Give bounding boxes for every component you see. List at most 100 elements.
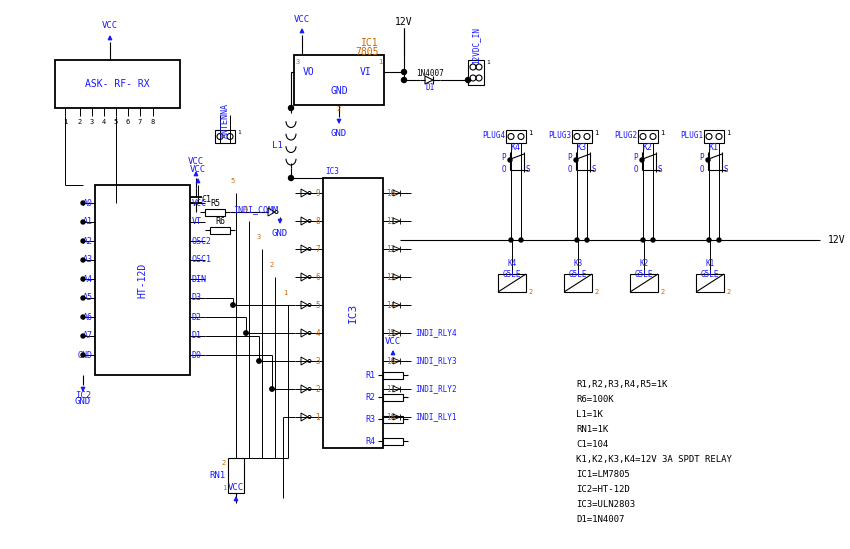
Text: 2: 2 [660, 289, 664, 295]
Text: 5: 5 [114, 119, 118, 125]
Text: 17: 17 [386, 384, 395, 394]
Text: RN1: RN1 [210, 470, 226, 479]
Text: 8: 8 [315, 216, 320, 226]
Text: 2: 2 [594, 289, 598, 295]
Bar [55, 60, 180, 108]
Text: 1: 1 [594, 130, 598, 136]
Text: D2: D2 [192, 312, 202, 322]
Text: VO: VO [303, 67, 314, 77]
Circle shape [574, 158, 578, 162]
Text: 1: 1 [283, 290, 287, 296]
Circle shape [519, 238, 523, 242]
Bar [95, 185, 190, 375]
Text: ANTENNA: ANTENNA [220, 103, 230, 137]
Text: 1: 1 [660, 130, 664, 136]
Bar [564, 274, 592, 292]
Text: 1: 1 [315, 412, 320, 422]
Text: 1: 1 [486, 60, 490, 65]
Text: 12VDC_IN: 12VDC_IN [472, 26, 480, 64]
Bar [210, 227, 230, 233]
Text: 1: 1 [63, 119, 67, 125]
Text: D1=1N4007: D1=1N4007 [576, 515, 625, 524]
Text: VCC: VCC [190, 165, 206, 173]
Circle shape [81, 277, 85, 281]
Text: A6: A6 [83, 312, 93, 322]
Text: A2: A2 [83, 237, 93, 245]
Text: R1,R2,R3,R4,R5=1K: R1,R2,R3,R4,R5=1K [576, 380, 667, 389]
Text: 7805: 7805 [355, 47, 379, 57]
Text: K2: K2 [643, 143, 653, 152]
Bar [696, 274, 724, 292]
Text: 1: 1 [222, 485, 226, 491]
Text: K1: K1 [709, 143, 719, 152]
Text: IC3=ULN2803: IC3=ULN2803 [576, 500, 635, 509]
Bar [572, 130, 592, 143]
Text: 16: 16 [386, 356, 395, 366]
Text: IC2: IC2 [75, 390, 91, 400]
Text: 2: 2 [78, 119, 82, 125]
Text: 2: 2 [269, 262, 274, 268]
Text: 4: 4 [102, 119, 106, 125]
Text: GND: GND [331, 130, 347, 138]
Text: 8: 8 [150, 119, 155, 125]
Bar [383, 416, 403, 423]
Text: 6: 6 [315, 272, 320, 282]
Text: R6: R6 [215, 217, 225, 227]
Text: INDI_RLY2: INDI_RLY2 [415, 384, 456, 394]
Text: O: O [700, 165, 704, 175]
Text: 2: 2 [528, 289, 532, 295]
Text: K1
G5LE: K1 G5LE [700, 259, 719, 279]
Circle shape [81, 201, 85, 205]
Circle shape [257, 359, 261, 363]
Text: A0: A0 [83, 199, 93, 208]
Text: GND: GND [75, 397, 91, 406]
Text: 5: 5 [231, 178, 235, 184]
Text: VCC: VCC [102, 21, 118, 31]
Circle shape [401, 77, 406, 82]
Text: 18: 18 [386, 412, 395, 422]
Text: 1: 1 [377, 59, 382, 65]
Text: 3: 3 [257, 234, 261, 240]
Text: PLUG3: PLUG3 [548, 132, 571, 141]
Text: IC1=LM7805: IC1=LM7805 [576, 470, 630, 479]
Text: R3: R3 [365, 414, 375, 423]
Text: 15: 15 [386, 328, 395, 338]
Text: A3: A3 [83, 255, 93, 265]
Text: R1: R1 [365, 371, 375, 379]
Text: IC1: IC1 [361, 38, 379, 48]
Bar [383, 438, 403, 445]
Text: O: O [633, 165, 638, 175]
Text: RN1=1K: RN1=1K [576, 425, 609, 434]
Text: 11: 11 [386, 216, 395, 226]
Text: 1: 1 [237, 131, 241, 136]
Text: S: S [592, 165, 597, 175]
Text: 3: 3 [90, 119, 94, 125]
Text: K4
G5LE: K4 G5LE [502, 259, 521, 279]
Circle shape [81, 315, 85, 319]
Text: K2
G5LE: K2 G5LE [635, 259, 654, 279]
Text: D1: D1 [192, 332, 202, 340]
Circle shape [81, 353, 85, 357]
Text: 9: 9 [315, 188, 320, 198]
Text: VCC: VCC [192, 199, 207, 208]
Text: A1: A1 [83, 217, 93, 227]
Text: 14: 14 [386, 300, 395, 310]
Text: 3: 3 [296, 59, 300, 65]
Bar [294, 55, 384, 105]
Text: D3: D3 [192, 294, 202, 302]
Text: O: O [567, 165, 572, 175]
Circle shape [706, 158, 710, 162]
Text: 7: 7 [315, 244, 320, 254]
Text: PLUG1: PLUG1 [680, 132, 703, 141]
Text: 1: 1 [528, 130, 532, 136]
Circle shape [81, 220, 85, 224]
Text: HT-12D: HT-12D [137, 262, 147, 298]
Text: PLUG4: PLUG4 [482, 132, 505, 141]
Text: VCC: VCC [385, 337, 401, 345]
Text: 2: 2 [337, 106, 341, 112]
Text: 4: 4 [244, 206, 248, 212]
Text: GND: GND [78, 350, 93, 360]
Text: ASK- RF- RX: ASK- RF- RX [85, 79, 150, 89]
Circle shape [288, 176, 293, 181]
Bar [383, 394, 403, 401]
